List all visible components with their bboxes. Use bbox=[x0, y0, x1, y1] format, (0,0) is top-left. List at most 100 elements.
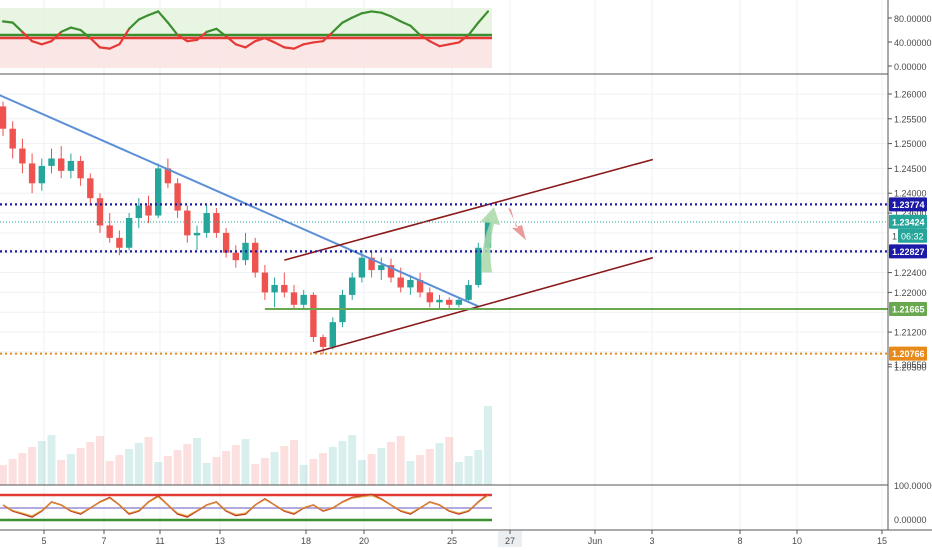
rsi-segment bbox=[89, 36, 102, 49]
candle-body bbox=[213, 213, 220, 233]
rsi-segment bbox=[438, 43, 451, 48]
rsi-segment bbox=[118, 27, 131, 46]
price-axis-label: 1.20500 bbox=[894, 362, 927, 372]
time-axis-label: 15 bbox=[877, 536, 887, 546]
bottom-indicator-pane[interactable] bbox=[0, 493, 492, 522]
volume-bar bbox=[125, 449, 134, 485]
chart-grid bbox=[0, 0, 888, 530]
volume-bar bbox=[96, 436, 104, 485]
rsi-segment bbox=[215, 27, 228, 38]
rsi-segment bbox=[21, 30, 34, 43]
countdown-prefix: 1 bbox=[892, 231, 897, 241]
volume-bar bbox=[241, 439, 250, 485]
candle-body bbox=[252, 242, 259, 273]
price-axis-label: 1.26000 bbox=[894, 90, 927, 100]
candle-body bbox=[290, 292, 298, 305]
time-axis-label: 10 bbox=[792, 536, 802, 546]
time-axis-label: Jun bbox=[588, 536, 603, 546]
volume-bar bbox=[280, 446, 289, 485]
time-axis-label: 8 bbox=[737, 536, 742, 546]
stoch-k-line bbox=[2, 493, 489, 518]
rsi-segment bbox=[322, 30, 334, 43]
volume-bar bbox=[134, 443, 143, 485]
volume-bar bbox=[8, 459, 17, 485]
volume-bar bbox=[396, 436, 405, 485]
rsi-segment bbox=[457, 33, 470, 44]
top-indicator-pane[interactable] bbox=[0, 8, 492, 68]
rsi-lower-zone bbox=[0, 36, 492, 68]
volume-bar bbox=[115, 455, 124, 485]
volume-bar bbox=[202, 463, 211, 485]
drawing-tools[interactable] bbox=[0, 88, 888, 355]
candle-body bbox=[174, 183, 181, 211]
volume-bar bbox=[357, 460, 366, 485]
rsi-segment bbox=[419, 33, 431, 43]
rsi-segment bbox=[50, 30, 63, 43]
rsi-segment bbox=[128, 18, 140, 30]
volume-bar bbox=[454, 462, 463, 485]
candle-body bbox=[193, 232, 201, 236]
stoch-d-line bbox=[2, 494, 489, 517]
rsi-segment bbox=[283, 46, 296, 50]
candle-body bbox=[19, 148, 26, 164]
rsi-segment bbox=[351, 12, 363, 19]
candle-body bbox=[416, 280, 424, 293]
volume-bar bbox=[37, 441, 46, 485]
volume-bar bbox=[484, 406, 492, 485]
candle-body bbox=[329, 322, 336, 347]
rsi-segment bbox=[98, 46, 111, 50]
candle-body bbox=[184, 210, 191, 236]
top-axis-label: 40.00000 bbox=[894, 38, 932, 48]
volume-bar bbox=[66, 454, 75, 485]
volume-bar bbox=[445, 437, 454, 485]
channel-upper-line bbox=[284, 158, 654, 261]
rsi-segment bbox=[331, 21, 344, 33]
candle-body bbox=[48, 158, 55, 166]
volume-bar bbox=[367, 454, 376, 485]
mid-price-badge-bg bbox=[889, 244, 927, 259]
rsi-segment bbox=[137, 14, 150, 21]
price-axis-label: 1.20550 bbox=[894, 360, 927, 370]
time-axis[interactable]: 5 7 11 13 18 20 25 27 Jun 3 8 10 15 bbox=[41, 530, 887, 547]
volume-bar bbox=[406, 461, 415, 485]
rsi-segment bbox=[360, 10, 373, 15]
candle-body bbox=[96, 198, 104, 226]
top-axis-label: 0.00000 bbox=[894, 62, 927, 72]
descending-trendline bbox=[0, 94, 479, 308]
price-axis[interactable]: 80.00000 40.00000 0.00000 1.26000 1.25500 1.2… bbox=[888, 14, 932, 525]
main-price-pane[interactable] bbox=[0, 88, 888, 485]
rsi-segment bbox=[205, 27, 218, 33]
candle-body bbox=[222, 232, 230, 253]
candle-body bbox=[67, 160, 75, 171]
candle-body bbox=[465, 284, 472, 300]
rsi-segment bbox=[60, 26, 73, 33]
bullish-arrow bbox=[480, 207, 500, 273]
rsi-segment bbox=[409, 24, 422, 37]
candle-body bbox=[407, 280, 414, 288]
volume-bars bbox=[0, 406, 492, 485]
candle-body bbox=[116, 237, 123, 248]
price-axis-label: 1.21200 bbox=[894, 328, 927, 338]
volume-bar bbox=[183, 444, 192, 485]
volume-bar bbox=[212, 457, 221, 485]
volume-bar bbox=[435, 443, 444, 485]
volume-bar bbox=[76, 448, 85, 485]
volume-bar bbox=[416, 455, 425, 485]
candle-body bbox=[455, 299, 463, 305]
candle-body bbox=[135, 205, 142, 218]
time-axis-label: 18 bbox=[301, 536, 311, 546]
rsi-segment bbox=[380, 11, 393, 18]
volume-bar bbox=[144, 437, 153, 485]
volume-bar bbox=[270, 452, 279, 485]
top-axis-label: 80.00000 bbox=[894, 14, 932, 24]
volume-bar bbox=[425, 449, 434, 485]
rsi-segment bbox=[225, 35, 237, 46]
rsi-segment bbox=[428, 40, 441, 48]
bottom-axis-label: 100.00000 bbox=[894, 481, 932, 491]
channel-lower-line bbox=[313, 256, 654, 354]
time-axis-highlight bbox=[498, 531, 522, 547]
time-axis-label: 27 bbox=[505, 536, 515, 546]
volume-bar bbox=[299, 465, 308, 485]
volume-bar bbox=[348, 435, 357, 485]
